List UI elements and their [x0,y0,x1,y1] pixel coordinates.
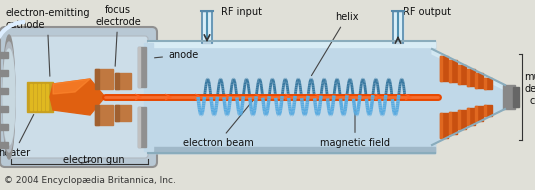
Text: magnetic field: magnetic field [320,110,390,148]
Polygon shape [144,43,153,151]
Polygon shape [0,88,8,94]
Polygon shape [115,105,119,121]
Polygon shape [34,84,36,110]
Polygon shape [0,70,8,76]
Text: anode: anode [145,50,198,60]
Polygon shape [0,142,8,148]
Polygon shape [148,49,435,145]
Polygon shape [484,105,492,116]
Polygon shape [503,85,515,109]
Polygon shape [513,87,519,107]
Polygon shape [432,49,505,90]
Polygon shape [0,106,8,112]
Polygon shape [138,47,140,87]
Polygon shape [202,11,212,43]
Polygon shape [202,13,212,41]
Polygon shape [440,56,442,81]
Polygon shape [148,41,435,153]
Polygon shape [138,107,146,147]
Polygon shape [467,108,475,125]
Polygon shape [30,84,32,110]
Polygon shape [457,110,460,129]
Polygon shape [440,113,442,138]
Polygon shape [46,84,48,110]
Polygon shape [449,112,451,134]
Polygon shape [115,73,119,89]
Polygon shape [148,41,435,153]
Polygon shape [467,69,475,86]
Polygon shape [38,84,40,110]
Text: electron beam: electron beam [182,100,254,148]
Polygon shape [95,105,99,125]
FancyBboxPatch shape [0,27,157,167]
Polygon shape [53,79,90,94]
Polygon shape [449,112,457,134]
FancyBboxPatch shape [9,36,148,158]
Text: heater: heater [0,114,34,158]
Polygon shape [393,13,403,41]
Polygon shape [457,65,460,84]
Polygon shape [457,110,465,129]
Text: focus
electrode: focus electrode [95,5,141,66]
Polygon shape [148,49,435,145]
Text: RF input: RF input [221,7,262,17]
Ellipse shape [3,35,15,159]
Text: RF output: RF output [403,7,451,17]
Polygon shape [440,56,448,81]
Polygon shape [475,73,477,88]
Polygon shape [449,60,457,82]
Polygon shape [475,106,483,121]
Text: helix: helix [311,12,358,76]
Polygon shape [0,124,8,130]
Polygon shape [484,78,486,89]
Text: multistage
depressed
collector: multistage depressed collector [524,72,535,106]
Polygon shape [95,69,113,89]
Polygon shape [484,78,492,89]
Polygon shape [95,105,113,125]
Polygon shape [440,113,448,138]
Polygon shape [0,52,8,58]
Polygon shape [138,107,140,147]
Polygon shape [148,147,435,153]
Polygon shape [449,60,451,82]
Polygon shape [27,82,53,112]
Polygon shape [432,49,505,145]
Ellipse shape [3,42,15,152]
Polygon shape [148,41,435,47]
Polygon shape [467,108,469,125]
Polygon shape [475,73,483,88]
Polygon shape [42,84,44,110]
Polygon shape [138,47,146,87]
Polygon shape [457,65,465,84]
Text: © 2004 Encyclopædia Britannica, Inc.: © 2004 Encyclopædia Britannica, Inc. [4,176,176,185]
Polygon shape [115,105,131,121]
Polygon shape [484,105,486,116]
Polygon shape [467,69,469,86]
Ellipse shape [3,49,15,145]
Polygon shape [115,73,131,89]
Polygon shape [95,69,99,89]
Text: electron gun: electron gun [63,155,124,165]
Text: electron-emitting
cathode: electron-emitting cathode [5,8,89,76]
Polygon shape [393,11,403,43]
Polygon shape [475,106,477,121]
Polygon shape [50,79,105,115]
